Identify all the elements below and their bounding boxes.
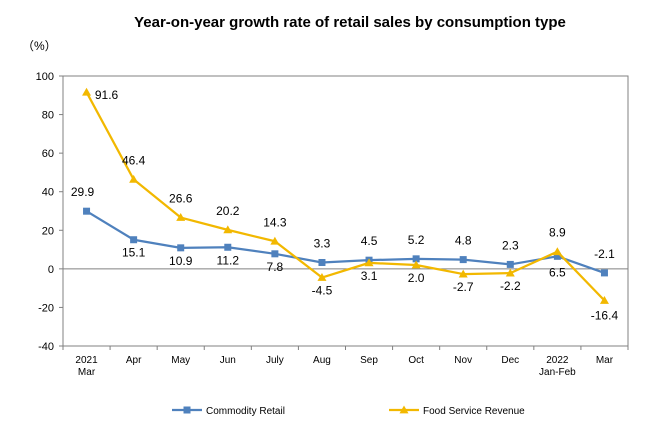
x-tick-label: 2021 (75, 355, 98, 366)
data-point (177, 244, 185, 252)
legend: Commodity Retail Food Service Revenue (172, 405, 525, 417)
data-point (176, 213, 186, 221)
data-point (223, 225, 233, 234)
legend-item: Commodity Retail (172, 406, 285, 417)
data-label: 3.1 (361, 269, 378, 283)
x-tick-label: Sep (360, 355, 378, 366)
data-point (411, 260, 421, 269)
plot-area-frame (62, 75, 629, 347)
data-label: -16.4 (591, 308, 619, 322)
x-tick-label: Oct (408, 355, 424, 366)
data-label: -2.1 (594, 247, 615, 261)
data-label: 20.2 (216, 204, 240, 218)
data-label: 2.0 (408, 271, 425, 285)
data-point (506, 260, 514, 268)
data-label: 8.9 (549, 226, 566, 240)
data-point (552, 247, 562, 256)
chart-title: Year-on-year growth rate of retail sales… (134, 14, 566, 31)
data-point (553, 252, 561, 260)
x-tick-label: 2022 (546, 355, 569, 366)
data-label-layer: 29.9 15.1 10.9 11.2 7.8 3.3 4.5 5.2 4.8 2.3 6.5 -2.… (71, 88, 619, 322)
y-tick-label: 100 (36, 71, 54, 83)
x-tick-label: Mar (596, 355, 614, 366)
y-tick-label: -40 (38, 341, 54, 353)
x-tick-label: Apr (126, 355, 142, 366)
x-tick-label: Nov (454, 355, 472, 366)
data-label: 29.9 (71, 185, 95, 199)
data-point (600, 269, 608, 277)
y-tick-label: 20 (42, 225, 54, 237)
y-tick-label: -20 (38, 302, 54, 314)
y-axis-ticks: 100 80 60 40 20 0 -20 -40 (36, 71, 63, 353)
y-unit-label: （%） (22, 39, 57, 53)
legend-swatch-marker (399, 405, 409, 414)
series-layer (82, 87, 609, 304)
data-label: -2.7 (453, 280, 474, 294)
legend-label: Commodity Retail (206, 406, 285, 417)
data-label: 91.6 (95, 88, 119, 102)
data-point (505, 268, 515, 277)
data-label: 2.3 (502, 238, 519, 252)
x-tick-label: Dec (501, 355, 519, 366)
y-tick-label: 0 (48, 264, 54, 276)
data-label: 15.1 (122, 246, 146, 260)
data-label: 6.5 (549, 265, 566, 279)
x-tick-label: Mar (78, 367, 96, 378)
data-label: -4.5 (312, 284, 333, 298)
data-point (458, 269, 468, 278)
data-point (271, 250, 279, 258)
data-label: 4.5 (361, 234, 378, 248)
data-point (82, 87, 92, 96)
x-tick-label: Aug (313, 355, 331, 366)
series-line (85, 210, 605, 274)
data-label: 3.3 (314, 236, 331, 250)
data-label: 11.2 (217, 253, 240, 267)
y-tick-label: 40 (42, 187, 54, 199)
data-point (224, 243, 232, 251)
series-line (85, 91, 606, 302)
legend-swatch-marker (183, 406, 191, 414)
data-label: 10.9 (169, 254, 193, 268)
data-label: 14.3 (263, 215, 287, 229)
series-commodity-retail (83, 207, 608, 277)
data-label: -2.2 (500, 279, 521, 293)
y-tick-label: 60 (42, 148, 54, 160)
data-point (599, 295, 609, 304)
data-point (412, 255, 420, 263)
data-point (317, 273, 327, 281)
legend-item: Food Service Revenue (389, 405, 525, 417)
data-point (270, 236, 280, 245)
x-tick-label: Jan-Feb (539, 367, 576, 378)
data-point (318, 258, 326, 266)
series-food-service-revenue (82, 87, 609, 304)
data-label: 4.8 (455, 234, 472, 248)
legend-label: Food Service Revenue (423, 406, 525, 417)
x-tick-label: May (171, 355, 190, 366)
y-tick-label: 80 (42, 110, 54, 122)
x-tick-label: Jun (220, 355, 236, 366)
data-point (83, 207, 91, 215)
data-point (129, 174, 139, 183)
data-point (130, 236, 138, 244)
x-tick-label: July (266, 355, 284, 366)
data-label: 26.6 (169, 192, 193, 206)
data-label: 46.4 (122, 153, 146, 167)
data-point (459, 256, 467, 264)
data-label: 5.2 (408, 233, 425, 247)
data-point (364, 258, 374, 267)
data-label: 7.8 (267, 260, 284, 274)
